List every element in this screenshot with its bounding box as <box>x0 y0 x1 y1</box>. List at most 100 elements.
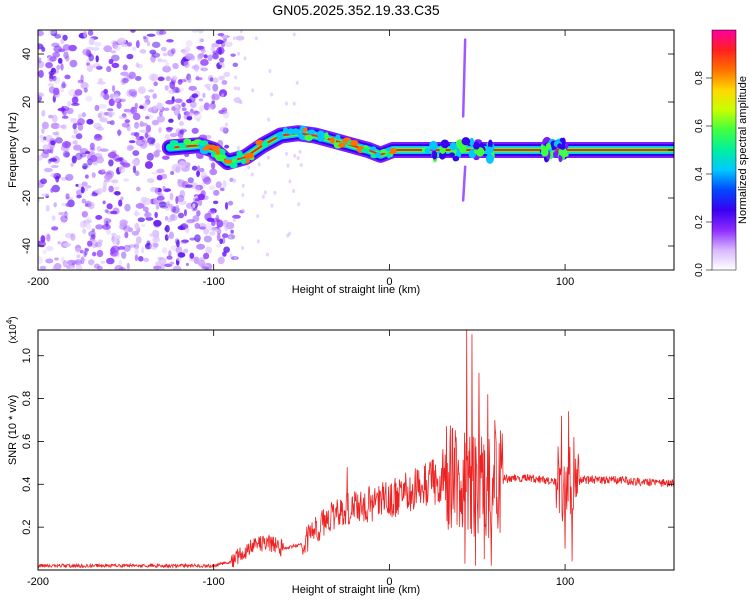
spectrogram-noise-cell <box>53 87 60 96</box>
spectrogram-noise-cell <box>85 222 91 230</box>
spectrogram-noise-cell <box>232 178 237 183</box>
spectrogram-noise-cell <box>235 35 245 41</box>
spectrogram-noise-cell <box>181 239 189 243</box>
spectrogram-noise-cell <box>123 244 131 252</box>
spectrogram-noise-cell <box>135 138 145 147</box>
spectrogram-noise-cell <box>120 77 127 85</box>
spectrogram-noise-cell <box>191 127 199 134</box>
spectrogram-noise-cell <box>89 155 98 163</box>
spectrogram-noise-cell <box>267 117 271 122</box>
spectrogram-noise-cell <box>217 33 225 37</box>
spectrogram-noise-cell <box>219 238 223 245</box>
spectrogram-noise-cell <box>57 125 66 129</box>
spectrogram-noise-cell <box>114 186 120 190</box>
spectrogram-noise-cell <box>223 71 231 77</box>
spectrogram-noise-cell <box>184 221 193 225</box>
spectrogram-noise-cell <box>175 204 180 209</box>
spectrogram-noise-cell <box>132 112 141 121</box>
spectrogram-noise-cell <box>164 224 170 233</box>
spectrogram-noise-cell <box>57 240 62 245</box>
spectrogram-noise-cell <box>241 192 245 197</box>
spectrogram-noise-cell <box>224 226 228 231</box>
snr-ytick-label: 0.8 <box>21 391 33 406</box>
spectrogram-noise-cell <box>83 219 92 224</box>
spectrogram-noise-cell <box>94 242 102 248</box>
spectrogram-noise-cell <box>184 46 191 53</box>
spectrogram-noise-cell <box>38 180 45 188</box>
spectrogram-noise-cell <box>237 86 241 91</box>
spectrogram-noise-cell <box>96 249 104 258</box>
spectrogram-noise-cell <box>181 107 187 112</box>
spectrogram-noise-cell <box>53 202 57 208</box>
spectrogram-noise-cell <box>156 115 166 123</box>
colorbar-tick-label: 0.0 <box>694 263 705 277</box>
spectrogram-noise-cell <box>128 244 136 248</box>
spectrogram-noise-cell <box>188 85 198 91</box>
spectrogram-ridge-blob <box>335 134 341 140</box>
spectrogram-ridge-blob <box>324 132 329 140</box>
spectrogram-noise-cell <box>145 114 154 120</box>
spectrogram-noise-cell <box>195 185 201 193</box>
snr-ytick-label: 1.0 <box>21 348 33 363</box>
spectrogram-ridge-blob <box>459 144 467 154</box>
spectrogram-noise-cell <box>80 186 85 194</box>
spectrogram-noise-cell <box>86 216 92 224</box>
spectrogram-noise-cell <box>96 265 103 270</box>
spectrogram-noise-cell <box>106 257 115 265</box>
spectrogram-xlabel: Height of straight line (km) <box>292 284 420 296</box>
spectrogram-noise-cell <box>241 246 245 251</box>
spectrogram-noise-cell <box>88 53 95 62</box>
spectrogram-noise-cell <box>42 144 50 150</box>
spectrogram-noise-cell <box>156 195 165 201</box>
spectrogram-noise-cell <box>293 153 297 158</box>
spectrogram-noise-cell <box>53 69 60 74</box>
spectrogram-ytick-label: 0 <box>21 147 33 153</box>
spectrogram-noise-cell <box>158 30 167 35</box>
spectrogram-noise-cell <box>219 57 225 63</box>
spectrogram-noise-cell <box>191 93 199 98</box>
spectrogram-noise-cell <box>149 233 159 238</box>
spectrogram-noise-cell <box>60 85 64 93</box>
spectrogram-noise-cell <box>111 232 117 237</box>
spectrogram-noise-cell <box>66 259 76 266</box>
spectrogram-noise-cell <box>123 224 131 233</box>
spectrogram-noise-cell <box>75 122 82 126</box>
spectrogram-noise-cell <box>164 107 170 111</box>
spectrogram-noise-cell <box>74 244 82 252</box>
spectrogram-noise-cell <box>117 246 125 250</box>
spectrogram-noise-cell <box>215 39 224 45</box>
spectrogram-noise-cell <box>147 137 156 144</box>
colorbar-tick-label: 0.4 <box>694 167 705 181</box>
spectrogram-noise-cell <box>142 101 149 109</box>
spectrogram-noise-cell <box>172 265 182 270</box>
spectrogram-noise-cell <box>49 73 54 79</box>
spectrogram-noise-cell <box>229 177 234 183</box>
spectrogram-noise-cell <box>42 148 52 154</box>
spectrogram-noise-cell <box>144 132 149 139</box>
spectrogram-noise-cell <box>61 202 66 207</box>
spectrogram-noise-cell <box>207 54 213 62</box>
spectrogram-noise-cell <box>158 110 163 117</box>
spectrogram-noise-cell <box>55 175 60 183</box>
spectrogram-noise-cell <box>110 40 118 45</box>
spectrogram-noise-cell <box>142 103 147 111</box>
spectrogram-noise-cell <box>144 161 153 169</box>
spectrogram-noise-cell <box>154 211 158 218</box>
spectrogram-noise-cell <box>186 111 193 117</box>
spectrogram-noise-cell <box>69 59 78 68</box>
spectrogram-noise-cell <box>211 100 215 104</box>
spectrogram-noise-cell <box>211 227 219 233</box>
spectrogram-noise-cell <box>222 220 226 225</box>
snr-ylabel: SNR (10 * v/v) <box>7 395 19 465</box>
spectrogram-noise-cell <box>80 82 89 89</box>
spectrogram-xtick-label: -200 <box>27 276 49 288</box>
spectrogram-noise-cell <box>117 37 127 45</box>
spectrogram-noise-cell <box>49 138 57 145</box>
spectrogram-noise-cell <box>60 176 69 181</box>
spectrogram-noise-cell <box>157 76 165 82</box>
spectrogram-noise-cell <box>152 265 162 270</box>
spectrogram-noise-cell <box>107 108 114 112</box>
spectrogram-noise-cell <box>135 236 142 244</box>
spectrogram-noise-cell <box>38 59 42 64</box>
spectrogram-noise-cell <box>97 104 107 109</box>
